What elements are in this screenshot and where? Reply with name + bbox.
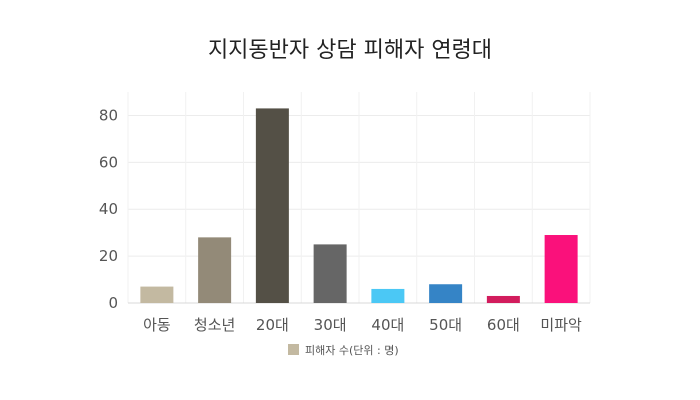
bar-0 — [140, 286, 174, 303]
legend-label: 피해자 수(단위 : 명) — [305, 343, 399, 357]
chart-title: 지지동반자 상담 피해자 연령대 — [207, 38, 493, 63]
bar-7 — [544, 235, 578, 303]
bar-1 — [198, 237, 232, 303]
y-tick-label-3: 60 — [99, 153, 118, 171]
x-tick-label-4: 40대 — [371, 316, 404, 334]
y-tick-label-2: 40 — [99, 200, 118, 218]
x-tick-label-3: 30대 — [314, 316, 347, 334]
legend: 피해자 수(단위 : 명) — [288, 343, 399, 357]
bar-4 — [371, 288, 405, 303]
x-tick-label-7: 미파악 — [540, 316, 582, 334]
y-tick-label-4: 80 — [99, 106, 118, 124]
x-tick-label-5: 50대 — [429, 316, 462, 334]
bar-5 — [429, 284, 463, 303]
x-tick-label-2: 20대 — [256, 316, 289, 334]
y-tick-label-0: 0 — [108, 294, 118, 312]
bar-3 — [313, 244, 347, 303]
x-tick-label-6: 60대 — [487, 316, 520, 334]
x-tick-label-0: 아동 — [143, 316, 171, 334]
x-tick-label-1: 청소년 — [194, 316, 235, 334]
y-axis-ticks: 0 20 40 60 80 — [99, 106, 118, 312]
bar-6 — [486, 295, 520, 303]
legend-swatch — [288, 344, 299, 355]
y-tick-label-1: 20 — [99, 247, 118, 265]
bar-2 — [255, 108, 289, 304]
bars — [140, 108, 578, 304]
x-axis-labels: 아동 청소년 20대 30대 40대 50대 60대 미파악 — [143, 316, 582, 334]
gridlines — [127, 92, 591, 304]
